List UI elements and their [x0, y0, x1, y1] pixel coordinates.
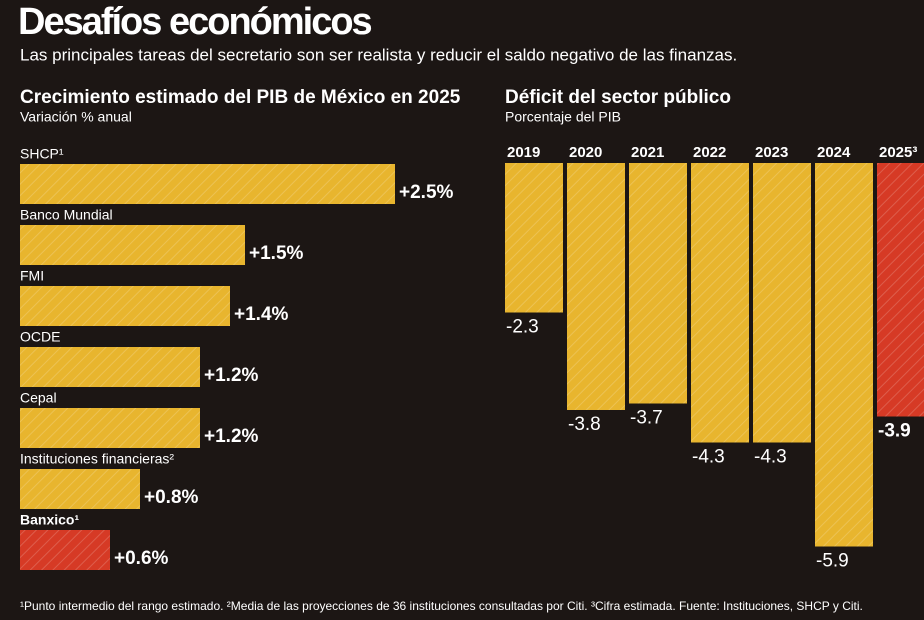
value-label: -3.8 [568, 414, 601, 435]
bar-hatch [20, 347, 200, 387]
x-tick-label: 2024 [817, 144, 851, 161]
bar-hatch [20, 164, 395, 204]
footnote: ¹Punto intermedio del rango estimado. ²M… [20, 599, 863, 613]
bar-hatch [629, 163, 687, 404]
bar-hatch [691, 163, 749, 443]
subtitle: Las principales tareas del secretario so… [20, 45, 737, 64]
chart-title: Déficit del sector público [505, 87, 731, 108]
value-label: +2.5% [399, 182, 454, 203]
value-label: -2.3 [506, 317, 539, 338]
chart-subtitle: Variación % anual [20, 109, 132, 125]
chart-title: Crecimiento estimado del PIB de México e… [20, 87, 461, 108]
value-label: -5.9 [816, 551, 849, 572]
category-label: FMI [20, 268, 44, 284]
x-tick-label: 2020 [569, 144, 602, 161]
value-label: -3.9 [878, 421, 911, 442]
chart-subtitle: Porcentaje del PIB [505, 109, 621, 125]
bar-hatch [20, 408, 200, 448]
x-tick-label: 2021 [631, 144, 664, 161]
value-label: +1.4% [234, 304, 289, 325]
bar-hatch [20, 225, 245, 265]
category-label: Banxico¹ [20, 512, 79, 528]
bar-hatch [20, 286, 230, 326]
value-label: -4.3 [754, 447, 787, 468]
bar-hatch [20, 469, 140, 509]
bar-hatch [505, 163, 563, 313]
value-label: +0.6% [114, 548, 169, 569]
value-label: -3.7 [630, 408, 663, 429]
bar-hatch [753, 163, 811, 443]
category-label: Instituciones financieras² [20, 451, 174, 467]
x-tick-label: 2019 [507, 144, 540, 161]
bar-hatch [815, 163, 873, 547]
x-tick-label: 2025³ [879, 144, 917, 161]
value-label: +1.5% [249, 243, 304, 264]
title: Desafíos económicos [18, 1, 372, 43]
category-label: Cepal [20, 390, 57, 406]
bar-hatch [877, 163, 924, 417]
category-label: Banco Mundial [20, 207, 113, 223]
x-tick-label: 2023 [755, 144, 788, 161]
value-label: +1.2% [204, 426, 259, 447]
value-label: +1.2% [204, 365, 259, 386]
x-tick-label: 2022 [693, 144, 726, 161]
bar-hatch [20, 530, 110, 570]
category-label: OCDE [20, 329, 60, 345]
bar-hatch [567, 163, 625, 410]
category-label: SHCP¹ [20, 146, 64, 162]
value-label: -4.3 [692, 447, 725, 468]
value-label: +0.8% [144, 487, 199, 508]
